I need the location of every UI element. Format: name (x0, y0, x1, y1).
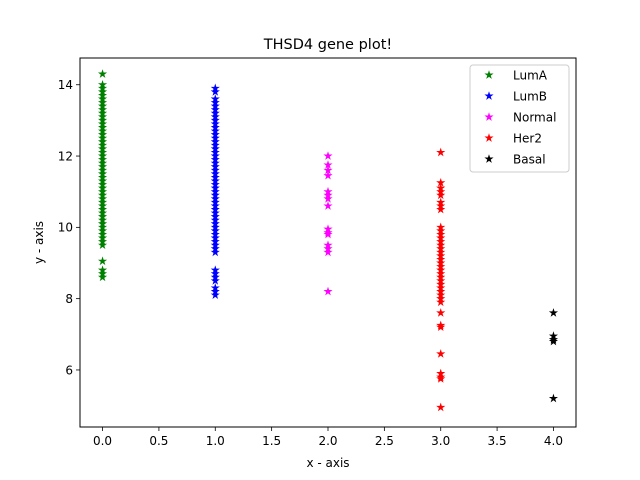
data-point (210, 290, 220, 299)
data-point (436, 308, 446, 317)
legend-label: Her2 (513, 131, 542, 145)
y-axis-ticks: 6 8 10 12 14 (58, 78, 80, 377)
x-tick-label: 3.5 (488, 434, 507, 448)
x-axis-ticks: 0.0 0.5 1.0 1.5 2.0 2.5 3.0 3.5 4.0 (93, 427, 563, 448)
y-axis-label: y - axis (32, 221, 46, 264)
data-point (436, 402, 446, 412)
series-luma (97, 69, 108, 282)
y-tick-label: 6 (65, 363, 73, 377)
data-point (436, 374, 446, 383)
data-point (323, 286, 333, 296)
data-point (97, 272, 108, 282)
legend: LumA LumB Normal Her2 Basal (469, 64, 570, 173)
x-tick-label: 4.0 (544, 434, 563, 448)
data-point (323, 160, 333, 169)
x-tick-label: 1.5 (262, 434, 281, 448)
data-point (323, 170, 333, 180)
data-point (323, 194, 333, 203)
data-point (323, 151, 333, 160)
data-point (436, 349, 446, 358)
data-point (97, 240, 108, 250)
data-point (323, 247, 333, 257)
data-point (436, 177, 446, 187)
x-tick-label: 1.0 (206, 434, 225, 448)
data-point (97, 256, 108, 266)
legend-label: Basal (513, 152, 546, 166)
data-point (548, 308, 559, 317)
x-tick-label: 0.5 (149, 434, 168, 448)
data-point (436, 297, 446, 307)
legend-label: LumA (513, 68, 548, 82)
y-tick-label: 8 (65, 292, 73, 306)
data-point (323, 165, 333, 175)
data-point (323, 229, 333, 239)
legend-marker (484, 133, 494, 142)
x-tick-label: 3.0 (431, 434, 450, 448)
y-tick-label: 14 (58, 78, 73, 92)
legend-marker (484, 70, 494, 79)
x-tick-label: 2.0 (318, 434, 337, 448)
data-points (97, 69, 559, 412)
y-tick-label: 12 (58, 149, 73, 163)
legend-box (469, 64, 570, 173)
data-point (97, 69, 108, 78)
data-point (436, 322, 446, 332)
x-tick-label: 2.5 (375, 434, 394, 448)
legend-marker (484, 112, 494, 121)
data-point (548, 393, 559, 403)
y-tick-label: 10 (58, 221, 73, 235)
x-axis-label: x - axis (306, 456, 349, 470)
series-her2 (436, 147, 446, 412)
data-point (436, 204, 446, 214)
data-point (210, 87, 220, 96)
data-point (210, 276, 220, 285)
data-point (548, 336, 559, 346)
legend-label: Normal (513, 110, 556, 124)
chart-title: THSD4 gene plot! (263, 37, 392, 53)
data-point (436, 190, 446, 200)
legend-marker (484, 91, 494, 100)
data-point (210, 247, 220, 257)
x-tick-label: 0.0 (93, 434, 112, 448)
series-basal (548, 308, 559, 403)
legend-label: LumB (513, 89, 547, 103)
legend-marker (484, 154, 494, 163)
data-point (323, 201, 333, 210)
series-normal (323, 151, 333, 296)
data-point (436, 147, 446, 157)
series-lumb (210, 83, 220, 299)
